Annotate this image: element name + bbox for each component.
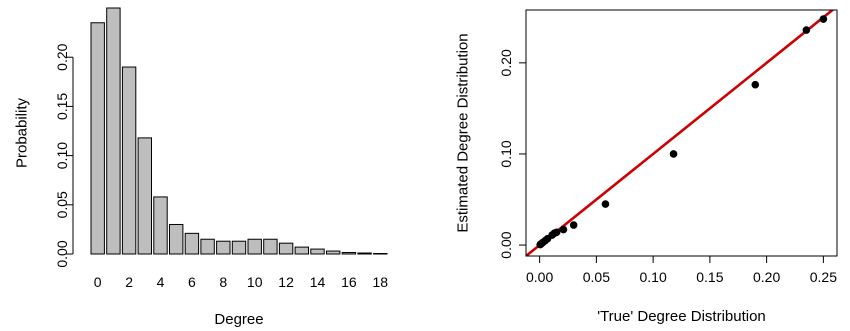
- y-tick-label: 0.20: [498, 49, 514, 76]
- y-tick-label: 0.15: [54, 93, 70, 120]
- identity-reference-line: [526, 10, 835, 256]
- bar-degree-14: [310, 248, 325, 255]
- scatter-point: [819, 15, 828, 23]
- y-tick-label: 0.00: [498, 231, 514, 258]
- bar-degree-5: [169, 223, 184, 255]
- bar-degree-4: [153, 196, 168, 255]
- bar-degree-6: [184, 232, 200, 255]
- bar-degree-12: [278, 242, 294, 255]
- scatter-point: [552, 228, 561, 237]
- bar-degree-1: [106, 7, 121, 255]
- x-tick-label: 18: [373, 274, 389, 290]
- bar-degree-9: [231, 240, 247, 255]
- x-tick-label: 10: [247, 274, 263, 290]
- bar-degree-11: [263, 238, 278, 255]
- x-tick-label: 0.25: [810, 269, 837, 285]
- x-tick-label: 12: [278, 274, 294, 290]
- bar-degree-17: [357, 252, 372, 255]
- x-axis-title: Degree: [214, 311, 263, 328]
- scatter-point: [569, 221, 578, 229]
- bar-degree-0: [90, 22, 105, 255]
- degree-scatter-plot: 0.00 0.05 0.10 0.15 0.20 0.25 0.00 0.10 0.20 'Tru…: [455, 9, 838, 325]
- x-tick-label: 6: [188, 274, 196, 290]
- x-tick-label: 0: [94, 274, 102, 290]
- bar-degree-8: [216, 240, 231, 255]
- y-tick-label: 0.00: [54, 240, 70, 267]
- y-axis-title: Estimated Degree Distribution: [455, 33, 472, 232]
- y-tick-label: 0.05: [54, 191, 70, 218]
- x-tick-label: 0.15: [696, 269, 723, 285]
- scatter-point: [601, 200, 610, 208]
- bar-degree-2: [121, 66, 137, 255]
- x-tick-label: 14: [310, 274, 326, 290]
- bar-degree-15: [326, 250, 341, 255]
- x-tick-label: 2: [125, 274, 133, 290]
- x-tick-label: 0.00: [526, 269, 553, 285]
- x-tick-label: 16: [341, 274, 357, 290]
- x-tick-label: 0.05: [583, 269, 610, 285]
- y-tick-label: 0.10: [498, 140, 514, 167]
- plot-frame: [525, 9, 838, 257]
- bar-degree-7: [200, 238, 215, 255]
- y-axis-title: Probability: [14, 97, 31, 168]
- bar-degree-10: [247, 238, 262, 255]
- scatter-point: [751, 80, 760, 89]
- scatter-point: [669, 150, 678, 158]
- x-tick-label: 4: [157, 274, 165, 290]
- y-tick-label: 0.10: [54, 142, 70, 169]
- scatter-point: [559, 225, 568, 234]
- bar-degree-13: [294, 246, 310, 255]
- x-tick-label: 0.10: [639, 269, 666, 285]
- x-axis-title: 'True' Degree Distribution: [597, 308, 766, 325]
- degree-histogram: 0.00 0.05 0.10 0.15 0.20 0 2 4 6 8 10 12 14 16 18 Degre…: [14, 7, 389, 328]
- y-tick-label: 0.20: [54, 43, 70, 70]
- bar-degree-3: [137, 137, 153, 255]
- scatter-point: [802, 26, 811, 34]
- bar-degree-18: [373, 253, 388, 255]
- x-tick-label: 8: [219, 274, 227, 290]
- x-tick-label: 0.20: [753, 269, 780, 285]
- bar-degree-16: [341, 252, 357, 255]
